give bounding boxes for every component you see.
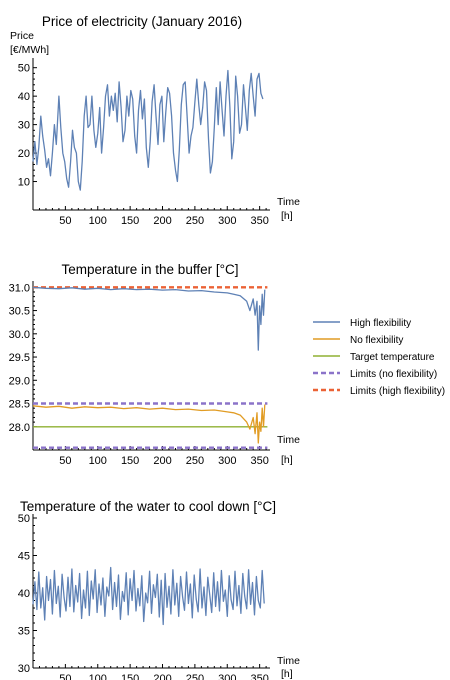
price-plot — [32, 69, 264, 191]
water-y-axis: 30 35 40 45 50 — [18, 513, 37, 675]
legend-label: Limits (no flexibility) — [350, 369, 437, 380]
price-y-label-line1: Price — [10, 30, 34, 42]
price-chart-title: Price of electricity (January 2016) — [42, 14, 242, 29]
x-tick-label: 350 — [250, 455, 268, 467]
high-flexibility-series — [32, 286, 266, 351]
x-tick-label: 150 — [121, 455, 139, 467]
x-tick-label: 100 — [89, 215, 107, 227]
x-tick-label: 50 — [59, 215, 71, 227]
y-tick-label: 29.5 — [9, 352, 30, 364]
legend-label: No flexibility — [350, 335, 403, 346]
no-flexibility-series — [32, 404, 266, 444]
price-x-label-line1: Time — [277, 196, 300, 208]
y-tick-label: 40 — [18, 588, 30, 600]
water-x-label-line2: [h] — [281, 668, 293, 680]
series-line — [32, 69, 264, 191]
series-line — [32, 566, 265, 626]
buffer-y-axis: 28.0 28.5 29.0 29.5 30.0 30.5 31.0 — [9, 281, 37, 450]
price-y-axis: 10 20 30 40 50 — [18, 58, 37, 210]
price-chart: Price of electricity (January 2016) Pric… — [10, 14, 300, 227]
x-tick-label: 200 — [153, 215, 171, 227]
x-tick-label: 100 — [89, 673, 107, 680]
y-tick-label: 35 — [18, 626, 30, 638]
x-tick-label: 250 — [186, 455, 204, 467]
water-chart-title: Temperature of the water to cool down [°… — [20, 499, 276, 514]
buffer-x-axis: 50 100 150 200 250 300 350 — [33, 446, 270, 467]
y-tick-label: 31.0 — [9, 282, 30, 294]
buffer-x-label-line1: Time — [277, 434, 300, 446]
y-tick-label: 28.0 — [9, 422, 30, 434]
x-tick-label: 250 — [186, 673, 204, 680]
legend-label: High flexibility — [350, 318, 411, 329]
y-tick-label: 20 — [18, 148, 30, 160]
price-x-axis: 50 100 150 200 250 300 350 — [33, 206, 270, 227]
y-tick-label: 10 — [18, 177, 30, 189]
price-y-label-line2: [€/MWh] — [10, 44, 49, 56]
buffer-chart-title: Temperature in the buffer [°C] — [62, 262, 239, 277]
water-temperature-chart: Temperature of the water to cool down [°… — [18, 499, 300, 680]
legend-label: Limits (high flexibility) — [350, 386, 445, 397]
x-tick-label: 250 — [186, 215, 204, 227]
x-tick-label: 200 — [153, 455, 171, 467]
x-tick-label: 350 — [250, 673, 268, 680]
y-tick-label: 30.5 — [9, 306, 30, 318]
x-tick-label: 150 — [121, 673, 139, 680]
y-tick-label: 30 — [18, 663, 30, 675]
x-tick-label: 350 — [250, 215, 268, 227]
x-tick-label: 300 — [218, 455, 236, 467]
y-tick-label: 29.0 — [9, 375, 30, 387]
buffer-legend: High flexibility No flexibility Target tem… — [313, 318, 445, 397]
water-plot — [32, 566, 265, 626]
water-x-axis: 50 100 150 200 250 300 350 — [33, 664, 270, 680]
y-tick-label: 30.0 — [9, 329, 30, 341]
x-tick-label: 100 — [89, 455, 107, 467]
price-x-label-line2: [h] — [281, 210, 293, 222]
x-tick-label: 50 — [59, 455, 71, 467]
x-tick-label: 50 — [59, 673, 71, 680]
x-tick-label: 150 — [121, 215, 139, 227]
buffer-x-label-line2: [h] — [281, 454, 293, 466]
y-tick-label: 45 — [18, 551, 30, 563]
y-tick-label: 50 — [18, 63, 30, 75]
water-x-label-line1: Time — [277, 655, 300, 667]
buffer-temperature-chart: Temperature in the buffer [°C] 28.028.52… — [9, 262, 445, 467]
buffer-plot — [32, 286, 268, 449]
x-tick-label: 300 — [218, 215, 236, 227]
y-tick-label: 40 — [18, 91, 30, 103]
legend-label: Target temperature — [350, 352, 435, 363]
x-tick-label: 300 — [218, 673, 236, 680]
y-tick-label: 28.5 — [9, 399, 30, 411]
y-tick-label: 30 — [18, 120, 30, 132]
y-tick-label: 50 — [18, 513, 30, 525]
x-tick-label: 200 — [153, 673, 171, 680]
